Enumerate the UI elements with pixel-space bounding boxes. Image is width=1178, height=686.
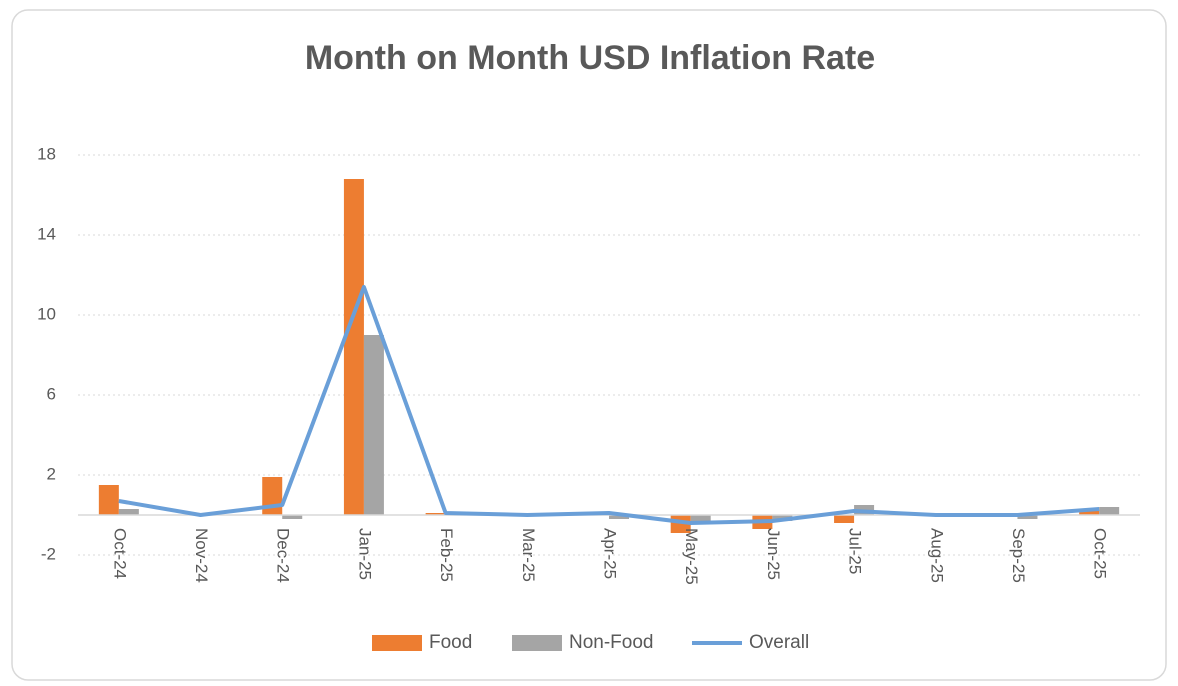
x-tick-label: Nov-24 [192, 528, 211, 583]
legend-label: Food [429, 632, 472, 653]
bar [1099, 507, 1120, 515]
chart-title: Month on Month USD Inflation Rate [305, 39, 875, 77]
y-tick-label: 14 [37, 224, 56, 243]
legend-swatch [512, 635, 562, 651]
bar [690, 515, 711, 521]
x-tick-label: Jul-25 [846, 528, 865, 574]
bar [425, 513, 446, 515]
y-tick-label: 2 [47, 464, 56, 483]
x-tick-label: May-25 [682, 528, 701, 585]
chart-frame [11, 9, 1167, 681]
legend-label: Overall [749, 632, 809, 653]
bar [609, 515, 629, 519]
bar [363, 335, 384, 515]
y-tick-label: -2 [41, 544, 56, 563]
bar [1017, 515, 1038, 519]
y-tick-label: 6 [47, 384, 56, 403]
x-tick-label: Mar-25 [519, 528, 538, 582]
x-tick-label: Aug-25 [927, 528, 946, 583]
x-tick-label: Feb-25 [437, 528, 456, 582]
bar [282, 515, 303, 519]
bar [834, 515, 855, 523]
x-tick-label: Sep-25 [1009, 528, 1028, 583]
x-tick-label: Jan-25 [355, 528, 374, 580]
x-tick-label: Apr-25 [601, 528, 620, 579]
bar [262, 477, 283, 515]
y-tick-label: 18 [37, 144, 56, 163]
x-tick-label: Dec-24 [274, 528, 293, 583]
line-series [118, 285, 1100, 525]
legend-label: Non-Food [569, 632, 654, 653]
y-tick-label: 10 [37, 304, 56, 323]
bar [1079, 511, 1100, 515]
x-tick-label: Oct-25 [1091, 528, 1110, 579]
x-tick-label: Oct-24 [110, 528, 129, 579]
bar [343, 179, 364, 515]
bar [118, 509, 139, 515]
legend-swatch [372, 635, 422, 651]
x-tick-label: Jun-25 [764, 528, 783, 580]
bar [98, 485, 119, 515]
